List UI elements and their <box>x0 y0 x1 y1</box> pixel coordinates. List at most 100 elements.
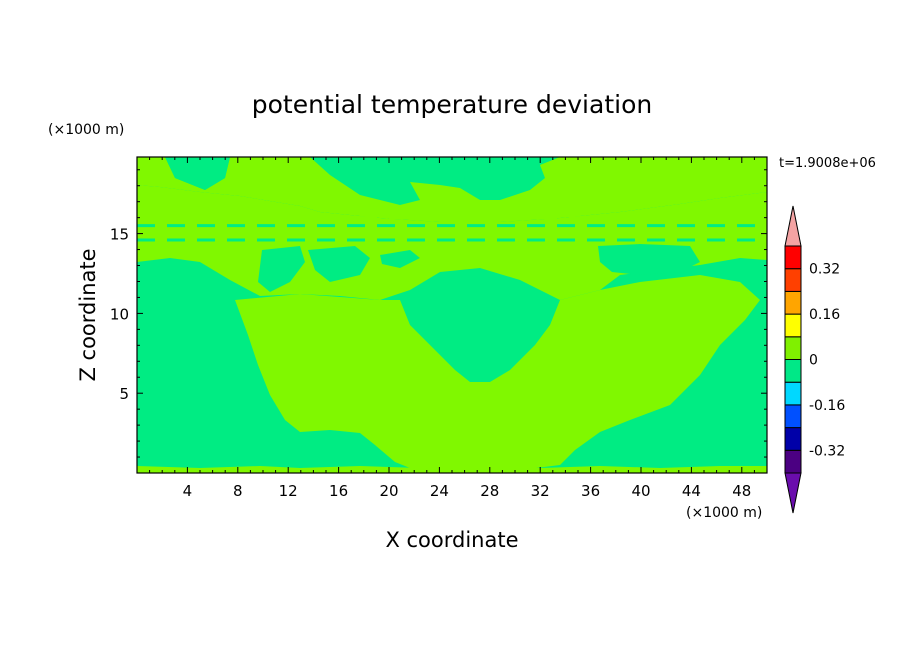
colorbar-tick-label: -0.16 <box>809 398 845 414</box>
streak-segment <box>167 238 185 242</box>
streak-segment <box>347 238 365 242</box>
streak-segment <box>287 238 305 242</box>
streak-segment <box>449 216 467 220</box>
streak-segment <box>329 216 347 220</box>
y-axis-label: Z coordinate <box>76 248 100 381</box>
x-tick-label: 24 <box>430 482 449 500</box>
streak-segment <box>287 224 305 228</box>
streak-segment <box>407 238 425 242</box>
streak-segment <box>197 238 215 242</box>
x-axis-unit: (×1000 m) <box>686 505 762 521</box>
streak-segment <box>737 238 755 242</box>
x-tick-label: 16 <box>329 482 348 500</box>
streak-segment <box>137 224 155 228</box>
y-axis-ticks: 5 10 15 <box>110 169 767 458</box>
streak-segment <box>587 238 605 242</box>
streak-segment <box>407 224 425 228</box>
x-axis-ticks: 4 8 12 16 20 24 28 32 36 40 44 48 <box>149 157 755 500</box>
x-tick-label: 12 <box>279 482 298 500</box>
streak-segment <box>377 238 395 242</box>
streak-segment <box>317 238 335 242</box>
streak-segment <box>527 224 545 228</box>
streak-segment <box>569 216 587 220</box>
streak-segment <box>629 216 647 220</box>
streak-segment <box>689 232 707 236</box>
streak-segment <box>149 216 167 220</box>
colorbar-segment <box>784 313 802 338</box>
field-near-zero-regions <box>137 157 700 292</box>
streak-segment <box>527 238 545 242</box>
y-tick-label: 5 <box>119 385 129 403</box>
y-axis-unit: (×1000 m) <box>48 122 124 138</box>
streak-segment <box>179 232 197 236</box>
streak-segment <box>329 232 347 236</box>
streak-segment <box>377 224 395 228</box>
streak-segment <box>539 216 557 220</box>
streak-segment <box>587 224 605 228</box>
streak-segment <box>539 232 557 236</box>
streak-segment <box>557 224 575 228</box>
streak-segment <box>209 216 227 220</box>
streak-segment <box>707 224 725 228</box>
colorbar-segment <box>784 336 802 360</box>
colorbar-tick-label: 0.16 <box>809 307 840 323</box>
streak-segment <box>647 238 665 242</box>
streak-segment <box>269 232 287 236</box>
streak-segment <box>629 232 647 236</box>
streak-segment <box>737 224 755 228</box>
y-tick-label: 15 <box>110 226 129 244</box>
streak-segment <box>647 224 665 228</box>
streak-segment <box>317 224 335 228</box>
streak-segment <box>227 224 245 228</box>
streak-segment <box>167 224 185 228</box>
y-tick-label: 10 <box>110 305 129 323</box>
colorbar-under-triangle <box>784 472 802 514</box>
streak-segment <box>617 238 635 242</box>
streak-segment <box>557 238 575 242</box>
streak-segment <box>137 238 155 242</box>
streak-segment <box>179 216 197 220</box>
x-tick-label: 8 <box>233 482 243 500</box>
streak-segment <box>467 238 485 242</box>
streak-segment <box>497 224 515 228</box>
streak-segment <box>419 232 437 236</box>
streak-segment <box>209 232 227 236</box>
streak-segment <box>197 224 215 228</box>
colorbar-tick-label: 0.32 <box>809 262 840 278</box>
colorbar-tick-label: 0 <box>809 353 818 369</box>
streak-segment <box>659 216 677 220</box>
streak-segment <box>239 232 257 236</box>
colorbar-segment <box>784 449 802 474</box>
streak-segment <box>599 232 617 236</box>
streak-segment <box>227 238 245 242</box>
streak-segment <box>689 216 707 220</box>
colorbar-segment <box>784 404 802 429</box>
streak-segment <box>359 216 377 220</box>
colorbar-tick-label: -0.32 <box>809 443 845 459</box>
streak-segment <box>359 232 377 236</box>
streak-segment <box>239 216 257 220</box>
streak-segment <box>299 216 317 220</box>
colorbar-segment <box>784 290 802 315</box>
streak-segment <box>707 238 725 242</box>
x-tick-label: 44 <box>682 482 701 500</box>
streak-segment <box>749 216 767 220</box>
streak-segment <box>677 238 695 242</box>
x-tick-label: 48 <box>732 482 751 500</box>
x-axis-label: X coordinate <box>385 528 518 552</box>
streak-segment <box>467 224 485 228</box>
streak-segment <box>149 232 167 236</box>
streak-segment <box>677 224 695 228</box>
streak-segment <box>719 216 737 220</box>
colorbar-segment <box>784 381 802 406</box>
streak-segment <box>257 224 275 228</box>
x-tick-label: 32 <box>531 482 550 500</box>
streak-segment <box>437 238 455 242</box>
heatmap-field <box>137 157 767 473</box>
streak-segment <box>659 232 677 236</box>
streak-segment <box>599 216 617 220</box>
x-tick-label: 20 <box>379 482 398 500</box>
chart-title: potential temperature deviation <box>252 90 652 119</box>
streak-segment <box>389 232 407 236</box>
